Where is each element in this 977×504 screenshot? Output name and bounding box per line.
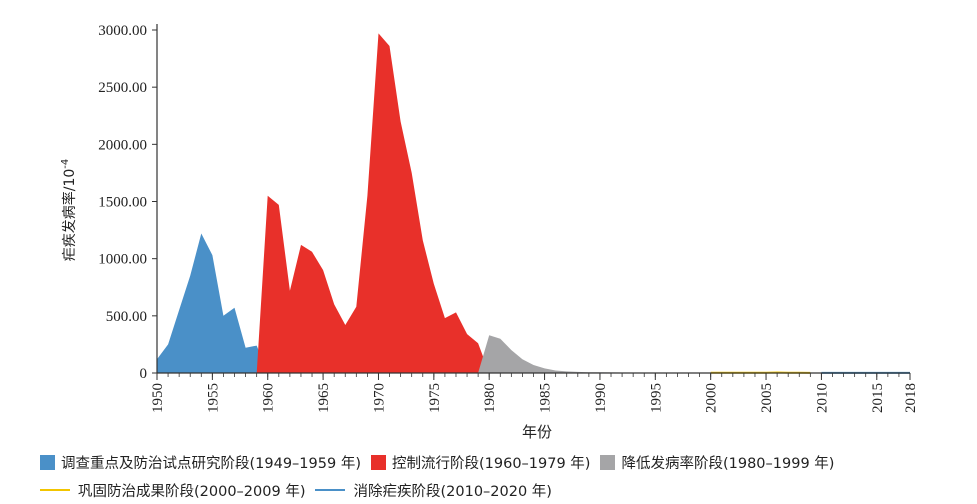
legend-row-2: 巩固防治成果阶段(2000–2009 年) 消除疟疾阶段(2010–2020 年… xyxy=(40,476,970,504)
y-tick-label: 0 xyxy=(140,366,148,382)
legend-row-1: 调查重点及防治试点研究阶段(1949–1959 年) 控制流行阶段(1960–1… xyxy=(40,448,970,476)
x-tick-label: 1965 xyxy=(316,383,332,413)
series-area-2 xyxy=(478,335,700,373)
y-tick-label: 2500.00 xyxy=(98,80,147,96)
x-tick-label: 1995 xyxy=(648,383,664,413)
y-axis-label: 疟疾发病率/10-4 xyxy=(60,159,78,262)
x-tick-label: 2018 xyxy=(903,383,919,413)
legend: 调查重点及防治试点研究阶段(1949–1959 年) 控制流行阶段(1960–1… xyxy=(40,448,970,504)
y-tick-label: 3000.00 xyxy=(98,23,147,39)
legend-label-control: 控制流行阶段(1960–1979 年) xyxy=(391,455,591,472)
y-tick-label: 1000.00 xyxy=(98,252,147,268)
legend-swatch-eliminate xyxy=(315,489,346,491)
legend-item-survey: 调查重点及防治试点研究阶段(1949–1959 年) xyxy=(40,452,361,473)
series-area-1 xyxy=(256,33,490,374)
legend-label-reduce: 降低发病率阶段(1980–1999 年) xyxy=(621,455,835,472)
legend-item-reduce: 降低发病率阶段(1980–1999 年) xyxy=(600,452,834,473)
x-axis-label: 年份 xyxy=(522,423,552,440)
x-tick-label: 1955 xyxy=(205,383,221,413)
x-tick-label: 1985 xyxy=(538,383,554,413)
legend-item-eliminate: 消除疟疾阶段(2010–2020 年) xyxy=(315,480,552,501)
x-tick-label: 2000 xyxy=(704,383,720,413)
legend-swatch-consolidate xyxy=(40,489,70,491)
x-tick-label: 2005 xyxy=(759,383,775,413)
legend-item-control: 控制流行阶段(1960–1979 年) xyxy=(370,452,591,473)
x-tick-label: 1975 xyxy=(427,383,443,413)
x-tick-label: 1980 xyxy=(482,383,498,413)
incidence-area-chart: 0 500.00 1000.00 1500.00 2000.00 2500.00 3000.… xyxy=(60,23,919,440)
x-tick-label: 2015 xyxy=(870,383,886,413)
y-tick-label: 2000.00 xyxy=(98,137,147,153)
legend-label-survey: 调查重点及防治试点研究阶段(1949–1959 年) xyxy=(61,455,361,472)
x-tick-label: 2010 xyxy=(814,383,830,413)
legend-label-eliminate: 消除疟疾阶段(2010–2020 年) xyxy=(353,483,552,500)
x-tick-label: 1950 xyxy=(150,383,166,413)
series-area-0 xyxy=(157,233,268,373)
y-tick-label: 1500.00 xyxy=(98,195,147,211)
x-tick-label: 1960 xyxy=(261,383,277,413)
y-tick-label: 500.00 xyxy=(106,309,147,325)
legend-swatch-reduce xyxy=(600,454,616,470)
legend-swatch-survey xyxy=(40,454,55,470)
legend-item-consolidate: 巩固防治成果阶段(2000–2009 年) xyxy=(40,480,305,501)
legend-swatch-control xyxy=(370,454,386,470)
legend-label-consolidate: 巩固防治成果阶段(2000–2009 年) xyxy=(78,483,306,500)
x-tick-label: 1970 xyxy=(371,383,387,413)
x-tick-label: 1990 xyxy=(593,383,609,413)
